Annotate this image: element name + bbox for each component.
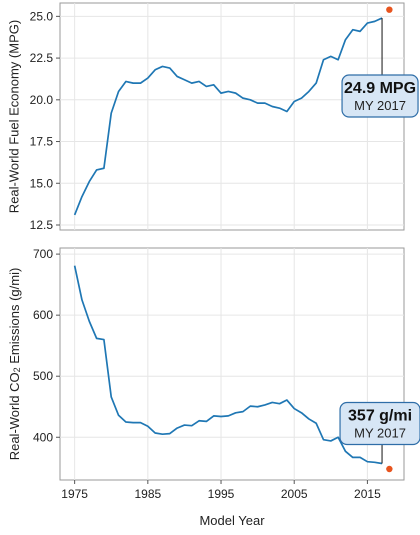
model-year-xtick-label: 1975 (61, 487, 88, 501)
fuel-economy-ytick-label: 25.0 (30, 9, 54, 23)
co2-emissions-ytick-label: 400 (33, 430, 53, 444)
co2-emissions-callout-value: 357 g/mi (348, 408, 412, 425)
fuel-economy-ytick-label: 15.0 (30, 176, 54, 190)
model-year-xtick-label: 1995 (208, 487, 235, 501)
fuel-economy-ytick-label: 20.0 (30, 93, 54, 107)
co2-emissions-panel: 400 500 600 700 1975 1985 1995 2005 2015 357 g/… (7, 247, 420, 528)
co2-emissions-projection-point (386, 465, 393, 473)
model-year-x-ticks: 1975 1985 1995 2005 2015 (61, 480, 381, 501)
co2-emissions-callout-label: MY 2017 (354, 426, 406, 441)
co2-emissions-y-axis-title: Real-World CO2 Emissions (g/mi) (7, 268, 23, 461)
fuel-economy-y-axis-title: Real-World Fuel Economy (MPG) (7, 20, 22, 213)
co2-emissions-plot-frame (59, 247, 405, 481)
model-year-xtick-label: 2005 (281, 487, 308, 501)
model-year-x-axis-title: Model Year (199, 513, 265, 528)
fuel-economy-callout-label: MY 2017 (354, 98, 406, 113)
co2-label-tail: Emissions (g/mi) (7, 268, 22, 368)
co2-emissions-gridlines (60, 248, 404, 480)
fuel-economy-ytick-label: 12.5 (30, 218, 54, 232)
model-year-xtick-label: 1985 (134, 487, 161, 501)
fuel-economy-ytick-label: 22.5 (30, 51, 54, 65)
fuel-economy-callout-box (341, 74, 419, 118)
fuel-economy-ytick-label: 17.5 (30, 135, 54, 149)
co2-label-main: Real-World CO (7, 372, 22, 460)
co2-emissions-series-line (73, 265, 383, 465)
model-year-xtick-label: 2015 (354, 487, 381, 501)
co2-emissions-callout-box (339, 401, 420, 446)
co2-label-subscript: 2 (12, 367, 22, 372)
fuel-economy-callout-value: 24.9 MPG (344, 80, 416, 97)
fuel-economy-y-ticks: 12.5 15.0 17.5 20.0 22.5 25.0 (30, 9, 60, 232)
fuel-economy-series-line (73, 17, 383, 216)
co2-emissions-ytick-label: 700 (33, 247, 53, 261)
co2-emissions-ytick-label: 500 (33, 369, 53, 383)
co2-emissions-y-ticks: 400 500 600 700 (33, 247, 60, 444)
co2-emissions-ytick-label: 600 (33, 308, 53, 322)
fuel-economy-projection-point (386, 6, 393, 13)
fuel-economy-panel: 12.5 15.0 17.5 20.0 22.5 25.0 24.9 MPG MY 201… (7, 2, 419, 232)
